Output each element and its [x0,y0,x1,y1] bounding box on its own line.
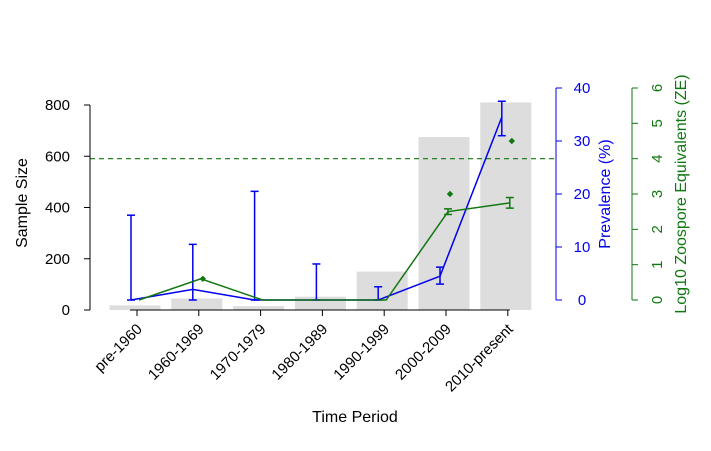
y-axis-left-tick-label: 600 [45,148,70,165]
x-axis-tick-label: 1970-1979 [207,321,270,384]
x-axis-tick-label: 2000-2009 [392,321,455,384]
x-axis-title: Time Period [312,409,398,426]
x-axis-tick-label: 1980-1989 [268,321,331,384]
y-axis-right1-tick-label: 20 [574,186,591,203]
y-axis-right2-tick-label: 6 [649,84,666,92]
zoospore-point [446,190,454,198]
sample-size-bar [109,305,161,310]
y-axis-right1-title: Prevalence (%) [597,139,614,248]
zoospore-point [508,137,515,145]
y-axis-right1-tick-label: 10 [574,239,591,256]
y-axis-left-title: Sample Size [14,158,31,248]
y-axis-right2-tick-label: 3 [649,190,666,198]
y-axis-left-tick-label: 400 [45,200,70,217]
y-axis-left-tick-label: 800 [45,97,70,114]
y-axis-right2-tick-label: 2 [649,225,666,233]
y-axis-right2-tick-label: 0 [649,296,666,304]
sample-size-bar [294,296,346,310]
x-axis-tick-label: pre-1960 [91,321,145,375]
y-axis-right2-tick-label: 5 [649,119,666,127]
y-axis-right1-tick-label: 40 [574,80,591,97]
sample-size-bar [356,271,408,310]
sample-size-bar [171,298,223,310]
y-axis-left-tick-label: 0 [62,302,70,319]
y-axis-right1-tick-label: 0 [578,292,586,309]
zoospore-point [199,275,206,282]
sample-size-bars [109,102,532,310]
y-axis-left-tick-label: 200 [45,251,70,268]
x-axis-tick-label: 1960-1969 [145,321,208,384]
sample-size-bar [233,306,285,310]
x-axis-tick-label: 1990-1999 [330,321,393,384]
zoospore-series [138,137,515,301]
y-axis-right2-title: Log10 Zoospore Equivalents (ZE) [673,74,690,313]
y-axis-right2-tick-label: 1 [649,260,666,268]
y-axis-right1-tick-label: 30 [574,133,591,150]
y-axis-right2-tick-label: 4 [649,154,666,162]
